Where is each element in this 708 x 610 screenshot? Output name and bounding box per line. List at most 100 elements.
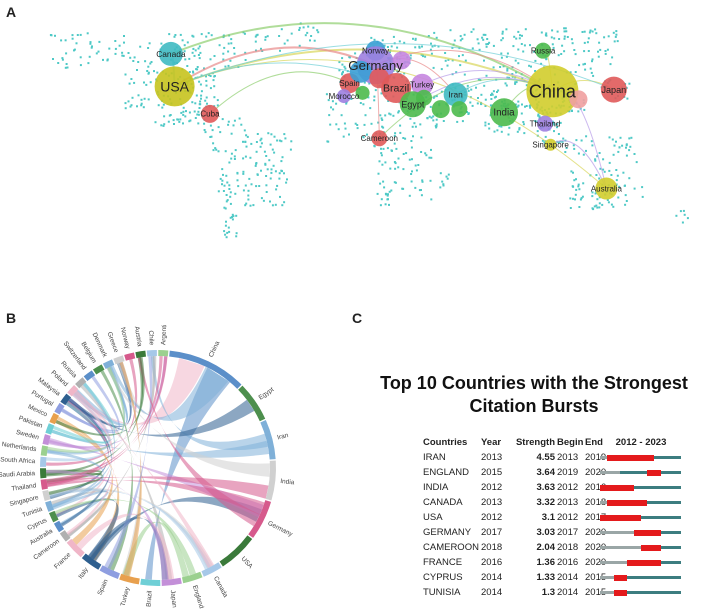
- land-dot: [591, 58, 594, 61]
- land-dot: [425, 154, 428, 157]
- land-dot: [485, 74, 488, 77]
- chord-ribbon: [54, 498, 197, 576]
- burst-strength: 1.3: [541, 587, 555, 598]
- land-dot: [611, 138, 614, 141]
- land-dot: [219, 177, 222, 180]
- land-dot: [553, 123, 556, 126]
- land-dot: [484, 121, 487, 124]
- land-dot: [583, 108, 586, 111]
- land-dot: [420, 189, 422, 191]
- land-dot: [302, 26, 305, 29]
- chord-arc: [140, 578, 161, 586]
- land-dot: [463, 73, 466, 76]
- burst-end: 2017: [585, 512, 607, 523]
- chord-arc: [265, 460, 276, 501]
- land-dot: [492, 44, 495, 47]
- chord-label: Egypt: [258, 386, 276, 401]
- map-node-label: Cameroon: [361, 134, 398, 143]
- land-dot: [76, 34, 79, 36]
- land-dot: [508, 126, 511, 129]
- collaboration-map: Canada USA Cuba Norway Germany Spain Morocco Br…: [49, 22, 689, 239]
- land-dot: [143, 81, 145, 84]
- land-dot: [569, 71, 572, 74]
- land-dot: [179, 118, 182, 121]
- land-dot: [259, 139, 262, 142]
- burst-country: CANADA: [423, 497, 463, 508]
- land-dot: [420, 194, 423, 197]
- land-dot: [123, 35, 125, 37]
- land-dot: [130, 78, 133, 80]
- burst-pre-segment: [600, 456, 607, 459]
- land-dot: [169, 114, 172, 116]
- land-dot: [379, 204, 382, 207]
- burst-strength: 1.33: [536, 572, 556, 583]
- land-dot: [498, 125, 501, 128]
- map-node: [443, 82, 468, 107]
- burst-pre-segment: [600, 546, 641, 549]
- chord-label: Turkey: [120, 586, 132, 607]
- land-dot: [515, 37, 518, 40]
- header-strength: Strength: [515, 437, 555, 448]
- land-dot: [485, 45, 488, 48]
- land-dot: [435, 36, 438, 39]
- land-dot: [243, 129, 246, 132]
- land-dot: [259, 145, 262, 148]
- land-dot: [574, 198, 576, 201]
- land-dot: [242, 140, 244, 143]
- chord-arc: [67, 385, 79, 397]
- land-dot: [199, 100, 202, 103]
- burst-year: 2014: [481, 587, 503, 598]
- land-dot: [424, 152, 427, 155]
- land-dot: [523, 44, 526, 47]
- land-dot: [198, 57, 201, 60]
- land-dot: [121, 54, 124, 57]
- burst-strength: 1.36: [536, 557, 556, 568]
- land-dot: [679, 210, 682, 213]
- chord-arc: [45, 500, 55, 512]
- land-dot: [286, 178, 288, 181]
- land-dot: [610, 174, 613, 176]
- land-dot: [471, 104, 474, 107]
- land-dot: [269, 177, 272, 180]
- land-dot: [153, 70, 155, 73]
- land-dot: [447, 173, 450, 176]
- land-dot: [223, 230, 226, 233]
- land-dot: [234, 192, 237, 195]
- land-dot: [377, 121, 380, 124]
- land-dot: [173, 123, 175, 125]
- land-dot: [563, 50, 566, 53]
- chord-arc: [48, 510, 59, 523]
- land-dot: [264, 36, 267, 39]
- land-dot: [402, 168, 405, 171]
- land-dot: [414, 125, 417, 128]
- land-dot: [398, 40, 401, 43]
- land-dot: [233, 119, 236, 122]
- land-dot: [229, 216, 232, 219]
- land-dot: [394, 181, 397, 184]
- land-dot: [203, 129, 206, 131]
- land-dot: [65, 63, 68, 65]
- land-dot: [530, 65, 532, 68]
- land-dot: [574, 71, 577, 73]
- land-dot: [488, 41, 491, 44]
- land-dot: [397, 166, 400, 169]
- land-dot: [342, 71, 344, 73]
- land-dot: [484, 105, 487, 107]
- land-dot: [255, 162, 258, 165]
- land-dot: [219, 131, 222, 134]
- land-dot: [516, 130, 519, 133]
- land-dot: [565, 30, 568, 33]
- chord-label: France: [53, 551, 73, 570]
- land-dot: [561, 140, 564, 143]
- land-dot: [409, 54, 412, 57]
- land-dot: [244, 59, 247, 61]
- burst-strength: 3.03: [536, 527, 556, 538]
- land-dot: [641, 186, 644, 189]
- land-dot: [428, 156, 431, 159]
- land-dot: [212, 142, 215, 145]
- chord-arc: [45, 423, 55, 435]
- land-dot: [578, 188, 581, 191]
- land-dot: [591, 195, 594, 198]
- land-dot: [66, 66, 69, 69]
- land-dot: [432, 115, 435, 118]
